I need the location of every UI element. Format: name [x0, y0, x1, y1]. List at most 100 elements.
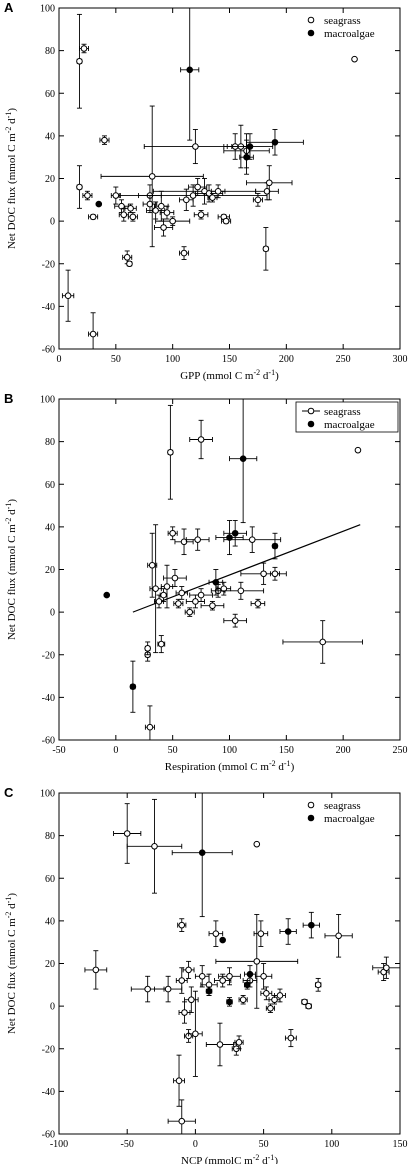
data-marker [181, 1009, 188, 1016]
data-point [178, 1001, 191, 1024]
data-marker [84, 192, 91, 199]
data-point [114, 199, 129, 214]
data-marker [164, 985, 172, 993]
data-point [205, 986, 213, 996]
y-tick-label: -20 [42, 1044, 55, 1055]
data-marker [76, 183, 83, 191]
legend-box [295, 401, 399, 433]
data-marker [271, 138, 279, 146]
data-point [175, 586, 188, 600]
data-point [184, 607, 195, 617]
data-marker [231, 617, 239, 624]
data-marker [257, 930, 265, 937]
data-point [243, 980, 251, 990]
data-marker [209, 602, 216, 610]
data-point [184, 986, 199, 1013]
data-marker [243, 981, 251, 989]
data-point [226, 133, 274, 160]
data-marker [129, 683, 137, 691]
data-point [154, 975, 183, 1003]
data-point [305, 1002, 312, 1010]
data-marker [219, 977, 226, 984]
data-marker [263, 187, 271, 195]
data-marker [160, 591, 167, 599]
data-point [244, 965, 256, 984]
data-point [284, 1029, 297, 1048]
data-point [189, 588, 213, 602]
legend-item-macroalgae: macroalgae [307, 419, 375, 431]
data-point [282, 620, 363, 664]
data-marker [214, 187, 222, 195]
data-point [99, 135, 110, 145]
data-marker [192, 1030, 199, 1038]
data-point [157, 635, 166, 654]
data-marker [175, 600, 182, 607]
data-marker [254, 196, 262, 204]
data-point [173, 1054, 185, 1107]
data-marker [89, 330, 97, 338]
data-marker [194, 183, 201, 191]
legend-item-seagrass: seagrass [307, 15, 361, 27]
x-tick-label: -100 [50, 1139, 68, 1150]
y-axis-label: Net DOC flux (mmol C m-2 d-1) [4, 108, 19, 249]
data-marker [205, 987, 213, 995]
data-marker [226, 534, 233, 541]
y-tick-label: 80 [45, 46, 55, 57]
x-tick-label: 150 [393, 1139, 408, 1150]
data-point [223, 613, 248, 628]
data-point [110, 186, 121, 205]
data-marker [287, 1034, 295, 1042]
data-point [152, 178, 257, 205]
panel-b: -50 0 50 100 150 200 250 -60 -40 -20 0 20 40 60 80 100 R… [4, 391, 408, 773]
data-marker [158, 202, 165, 210]
data-point [124, 203, 137, 214]
data-marker [219, 936, 226, 944]
data-point [324, 914, 353, 958]
data-point [238, 995, 248, 1005]
legend-label: seagrass [324, 406, 361, 418]
y-tick-label: 60 [45, 874, 55, 885]
data-point [100, 105, 204, 248]
data-point [207, 192, 218, 203]
y-axis-label: Net DOC flux (mmol C m-2 d-1) [4, 893, 19, 1034]
data-marker [260, 570, 267, 578]
y-tick-label: -40 [42, 693, 55, 704]
data-marker [284, 928, 292, 935]
legend-label: macroalgae [324, 419, 375, 431]
data-point [253, 840, 261, 848]
data-point [279, 918, 297, 945]
data-point [260, 986, 273, 1001]
data-marker [120, 211, 128, 219]
y-tick-label: -20 [42, 650, 55, 661]
data-point [146, 201, 166, 220]
data-marker [185, 966, 192, 974]
data-marker [169, 217, 176, 225]
x-tick-label: 100 [324, 1139, 339, 1150]
data-point [217, 581, 265, 600]
data-marker [178, 977, 186, 984]
panel-a: 0 50 100 150 200 250 300-60-40-20020406080100G… [4, 0, 408, 382]
data-marker [95, 200, 103, 208]
data-point [95, 200, 103, 208]
data-marker [305, 1002, 312, 1010]
y-tick-label: 0 [50, 1002, 55, 1013]
data-point [265, 1003, 275, 1013]
series-macroalgae [171, 793, 320, 1007]
data-point [372, 956, 401, 979]
data-point [239, 139, 254, 175]
y-tick-label: 20 [45, 174, 55, 185]
y-axis-label: Net DOC flux (mmol C m-2 d-1) [4, 499, 19, 640]
x-tick-label: 50 [168, 745, 178, 756]
data-marker [148, 173, 156, 180]
x-tick-label: 150 [279, 745, 294, 756]
data-marker [271, 570, 279, 578]
data-point [252, 192, 263, 207]
data-marker [194, 536, 201, 543]
data-marker [265, 179, 273, 187]
legend-label: macroalgae [324, 28, 375, 40]
data-marker [253, 840, 261, 848]
data-marker [239, 455, 247, 462]
x-tick-label: 0 [193, 1139, 198, 1150]
